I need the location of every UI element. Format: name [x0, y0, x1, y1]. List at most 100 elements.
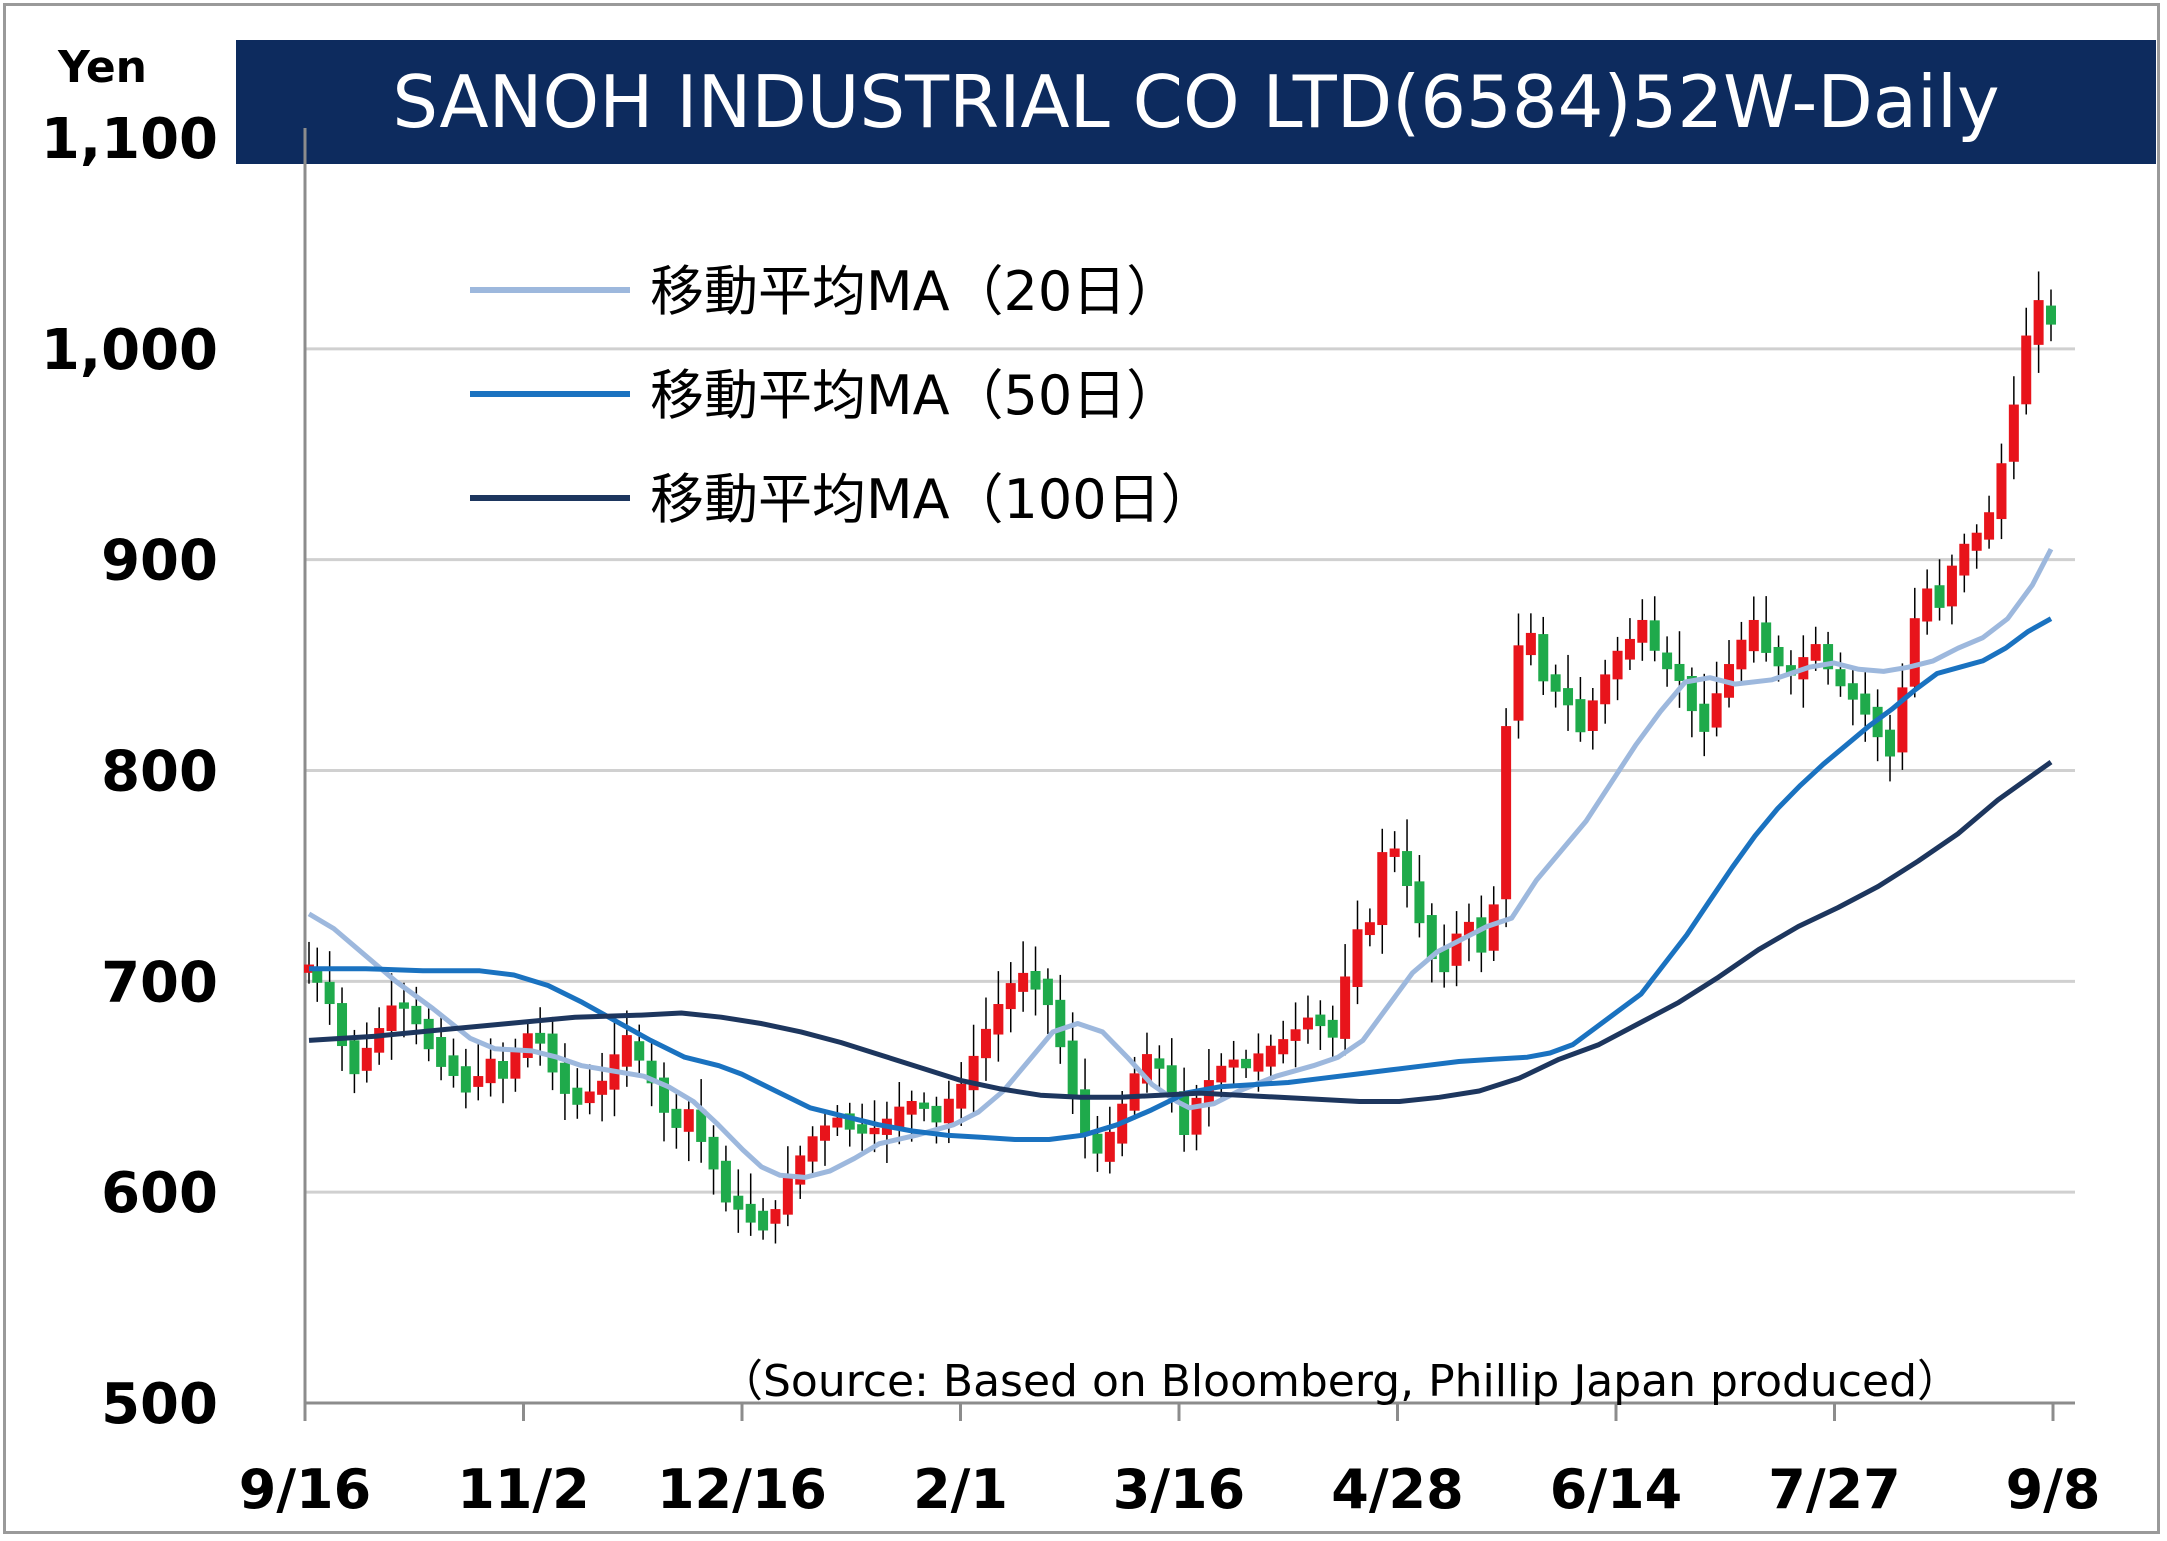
- candle-down: [559, 1062, 570, 1094]
- candle-down: [572, 1087, 583, 1105]
- candle-down: [1327, 1019, 1338, 1038]
- candle-up: [894, 1106, 905, 1131]
- ma-layer: [307, 547, 2054, 1180]
- candle-down: [1773, 646, 1784, 667]
- candle-up: [522, 1033, 533, 1058]
- candle-down: [1154, 1058, 1165, 1069]
- candle-down: [708, 1136, 719, 1170]
- candle-up: [1637, 619, 1648, 643]
- candle-up: [832, 1117, 843, 1128]
- legend-label: 移動平均MA（100日）: [650, 468, 1215, 531]
- candle-up: [1463, 921, 1474, 936]
- candle-up: [1104, 1131, 1115, 1162]
- candle-down: [1934, 585, 1945, 608]
- candle-down: [324, 981, 335, 1005]
- chart-frame: [3, 3, 2160, 1534]
- candle-down: [1402, 851, 1413, 887]
- y-axis-unit: Yen: [58, 42, 147, 93]
- candle-down: [1476, 917, 1487, 953]
- candle-down: [1649, 620, 1660, 651]
- candle-up: [1810, 644, 1821, 661]
- candle-up: [1340, 976, 1351, 1039]
- candle-up: [869, 1127, 880, 1135]
- candle-down: [1042, 978, 1053, 1006]
- candle-up: [1897, 687, 1908, 753]
- candle-up: [1228, 1059, 1239, 1068]
- candle-down: [1055, 999, 1066, 1048]
- candle-down: [646, 1060, 657, 1084]
- candle-down: [436, 1037, 447, 1067]
- candle-up: [1748, 619, 1759, 652]
- candle-up: [1302, 1017, 1313, 1030]
- ma-line-3: [308, 760, 2053, 1104]
- candle-down: [2046, 305, 2056, 325]
- candle-down: [349, 1040, 360, 1075]
- candle-up: [1909, 618, 1920, 687]
- candle-down: [671, 1108, 682, 1128]
- candle-up: [1253, 1053, 1264, 1072]
- candle-up: [1290, 1029, 1301, 1041]
- candle-up: [1364, 922, 1375, 936]
- candle-down: [696, 1109, 707, 1142]
- candle-down: [1785, 665, 1796, 676]
- candle-down: [758, 1210, 769, 1231]
- candle-up: [1501, 726, 1512, 900]
- axis-layer: 1,100 1,000 900 800 700 600 500 9/16 11/2 12/16 2/…: [41, 107, 2101, 1521]
- candle-up: [1141, 1054, 1152, 1084]
- candle-up: [906, 1101, 917, 1115]
- candle-down: [535, 1032, 546, 1044]
- title-bar: SANOH INDUSTRIAL CO LTD(6584)52W-Daily: [236, 40, 2156, 164]
- candle-down: [1315, 1014, 1326, 1027]
- candle-up: [943, 1098, 954, 1124]
- candle-down: [634, 1041, 645, 1061]
- candle-down: [337, 1003, 348, 1047]
- candle-up: [993, 1004, 1004, 1035]
- candle-down: [1860, 693, 1871, 715]
- candle-up: [1129, 1073, 1140, 1111]
- candle-down: [411, 1005, 422, 1025]
- x-tick-label: 3/16: [1113, 1458, 1245, 1521]
- candle-down: [1662, 652, 1673, 670]
- candle-down: [1166, 1065, 1177, 1098]
- candle-down: [1686, 676, 1697, 712]
- x-tick-label: 11/2: [457, 1458, 589, 1521]
- candle-down: [448, 1055, 459, 1076]
- x-tick-label: 2/1: [913, 1458, 1008, 1521]
- candle-up: [2033, 300, 2044, 345]
- candle-up: [1005, 983, 1016, 1010]
- candle-up: [1488, 904, 1499, 951]
- candle-up: [1278, 1039, 1289, 1055]
- x-tick-label: 9/8: [2006, 1458, 2101, 1521]
- candle-up: [1525, 632, 1536, 656]
- candle-down: [844, 1113, 855, 1130]
- x-tick-label: 4/28: [1331, 1458, 1463, 1521]
- candle-up: [956, 1083, 967, 1109]
- candle-up: [621, 1035, 632, 1067]
- candle-down: [1538, 634, 1549, 682]
- candle-up: [1191, 1097, 1202, 1135]
- candle-down: [312, 967, 323, 983]
- legend-label: 移動平均MA（20日）: [650, 260, 1180, 323]
- candle-up: [473, 1076, 484, 1087]
- source-note: （Source: Based on Bloomberg, Phillip Jap…: [719, 1356, 1961, 1407]
- candle-down: [659, 1077, 670, 1113]
- candle-up: [980, 1028, 991, 1059]
- candle-down: [919, 1102, 930, 1109]
- candle-up: [1971, 532, 1982, 551]
- candle-down: [498, 1061, 509, 1079]
- candle-up: [1265, 1045, 1276, 1067]
- candle-up: [968, 1055, 979, 1091]
- candle-down: [1426, 915, 1437, 960]
- candle-up: [683, 1109, 694, 1132]
- candle-down: [931, 1105, 942, 1123]
- candle-up: [819, 1125, 830, 1141]
- candle-up: [1922, 588, 1933, 622]
- candle-down: [1241, 1058, 1252, 1069]
- candle-up: [1624, 638, 1635, 660]
- candle-up: [1513, 645, 1524, 721]
- candle-up: [1216, 1065, 1227, 1083]
- candle-up: [584, 1091, 595, 1104]
- candle-down: [1575, 699, 1586, 733]
- candle-down: [398, 1002, 409, 1009]
